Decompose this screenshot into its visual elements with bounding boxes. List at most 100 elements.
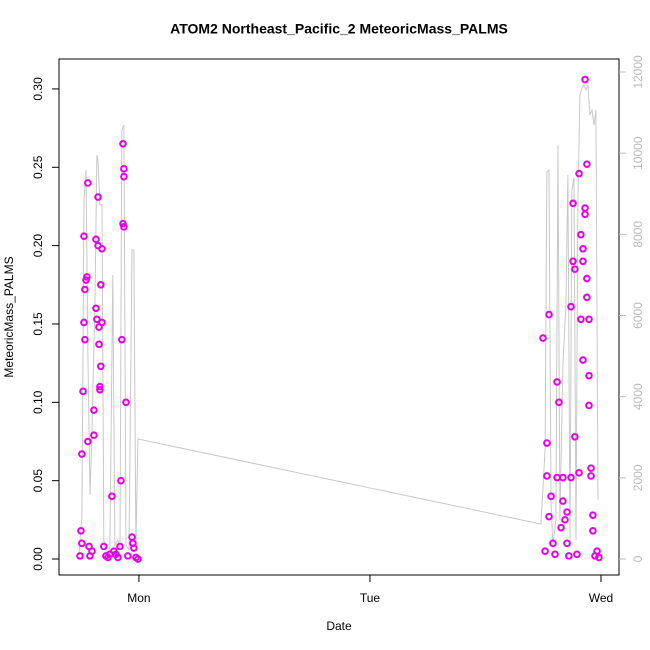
data-point xyxy=(120,223,128,231)
data-point xyxy=(577,315,585,324)
data-point xyxy=(565,552,573,560)
data-point xyxy=(563,508,571,516)
data-point xyxy=(88,547,96,555)
x-axis-label: Date xyxy=(326,619,352,633)
y2-tick-label: 0 xyxy=(631,555,645,562)
y2-tick-label: 6000 xyxy=(631,302,645,329)
data-point xyxy=(108,492,116,501)
data-point xyxy=(581,75,589,84)
data-point xyxy=(539,334,547,342)
data-point xyxy=(575,469,583,477)
plot-frame xyxy=(58,58,620,576)
data-point xyxy=(577,230,585,239)
data-point xyxy=(84,179,92,187)
data-point xyxy=(545,512,553,521)
data-point xyxy=(97,280,105,289)
y-tick-label: 0.15 xyxy=(31,312,45,336)
data-point xyxy=(122,398,130,407)
data-point xyxy=(581,210,589,219)
data-point xyxy=(575,169,583,178)
data-point xyxy=(545,310,553,319)
y2-tick-label: 4000 xyxy=(631,383,645,410)
x-tick-label: Mon xyxy=(127,591,150,605)
data-point xyxy=(541,547,549,555)
y2-tick-label: 8000 xyxy=(631,221,645,248)
data-point xyxy=(587,472,595,480)
data-point xyxy=(569,257,577,266)
data-point xyxy=(80,232,88,241)
data-point xyxy=(98,244,106,253)
y-axis-label: MeteoricMass_PALMS xyxy=(2,256,16,377)
data-point xyxy=(117,476,125,485)
data-point xyxy=(585,401,593,410)
data-point xyxy=(98,318,106,327)
data-point xyxy=(90,431,98,440)
data-point xyxy=(569,199,577,208)
data-point xyxy=(583,274,591,283)
data-point xyxy=(118,335,126,344)
data-point xyxy=(585,315,593,324)
data-point xyxy=(92,304,100,313)
y-tick-label: 0.20 xyxy=(31,234,45,258)
data-point xyxy=(589,511,597,519)
data-point xyxy=(97,362,105,371)
data-point xyxy=(579,356,587,364)
x-tick-label: Wed xyxy=(589,591,613,605)
data-point xyxy=(583,160,591,168)
data-point xyxy=(114,553,122,562)
data-point xyxy=(595,553,603,562)
data-point xyxy=(587,464,595,472)
data-point xyxy=(76,552,84,560)
data-point xyxy=(77,527,85,535)
data-point xyxy=(571,265,579,273)
data-point xyxy=(557,523,565,532)
data-point xyxy=(553,473,561,482)
y-tick-label: 0.00 xyxy=(31,547,45,571)
y-tick-label: 0.10 xyxy=(31,390,45,414)
data-point xyxy=(573,550,581,559)
data-point xyxy=(94,193,102,201)
data-point xyxy=(559,497,567,505)
data-point xyxy=(579,257,587,266)
data-point xyxy=(555,398,563,407)
data-point xyxy=(561,516,569,524)
data-point xyxy=(79,387,87,396)
data-line xyxy=(78,83,599,556)
data-point xyxy=(80,318,88,327)
data-point xyxy=(593,547,601,555)
data-point xyxy=(96,382,104,391)
data-point xyxy=(567,302,575,311)
data-point xyxy=(78,450,86,458)
data-point xyxy=(100,542,108,551)
data-point xyxy=(90,406,98,414)
x-tick-label: Tue xyxy=(360,591,381,605)
data-point xyxy=(585,371,593,380)
data-point xyxy=(116,542,124,551)
data-point xyxy=(120,165,128,173)
y2-tick-label: 2000 xyxy=(631,464,645,491)
data-point xyxy=(124,552,132,560)
data-point xyxy=(119,139,127,148)
data-point xyxy=(581,204,589,212)
data-point xyxy=(120,172,128,181)
data-point xyxy=(567,473,575,482)
data-point xyxy=(551,550,559,559)
data-point xyxy=(78,539,86,548)
data-point xyxy=(549,539,557,548)
data-point xyxy=(579,244,587,253)
data-point xyxy=(134,555,142,563)
y-tick-label: 0.25 xyxy=(31,155,45,179)
data-point xyxy=(92,235,100,244)
data-point xyxy=(583,293,591,302)
data-point xyxy=(571,432,579,441)
y-tick-label: 0.30 xyxy=(31,77,45,101)
data-point xyxy=(543,472,551,480)
y2-tick-label: 10000 xyxy=(631,136,645,170)
data-point xyxy=(83,273,91,281)
chart-title: ATOM2 Northeast_Pacific_2 MeteoricMass_P… xyxy=(170,21,508,37)
y2-tick-label: 12000 xyxy=(631,55,645,89)
data-point xyxy=(547,492,555,501)
data-point xyxy=(563,539,571,548)
data-point xyxy=(589,527,597,535)
